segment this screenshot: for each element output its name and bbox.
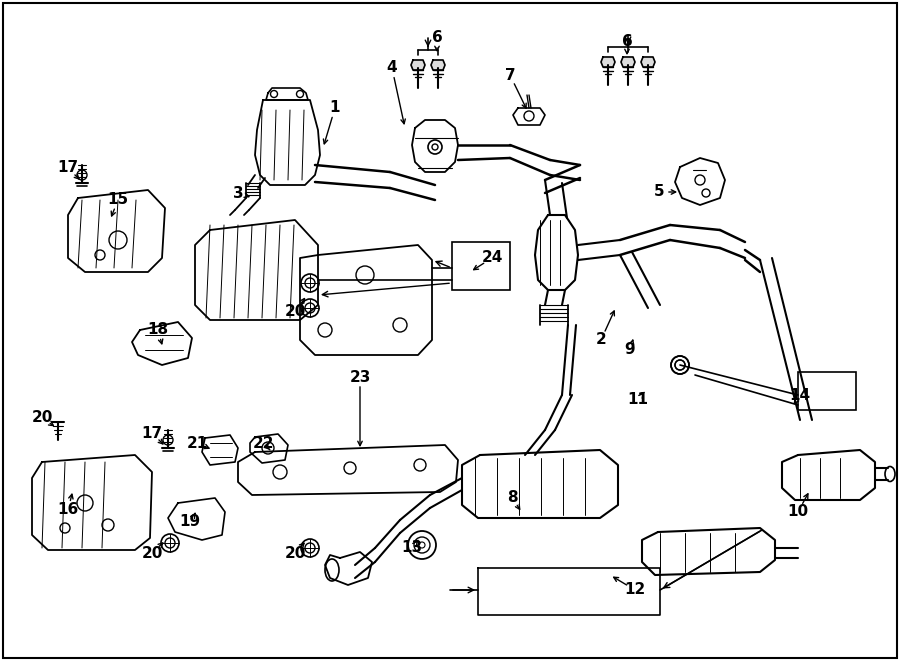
Text: 20: 20 bbox=[32, 410, 53, 426]
Text: 10: 10 bbox=[788, 504, 808, 520]
Text: 7: 7 bbox=[505, 67, 516, 83]
Polygon shape bbox=[641, 57, 655, 67]
Text: 21: 21 bbox=[186, 436, 208, 451]
Text: 15: 15 bbox=[107, 192, 129, 208]
Text: 17: 17 bbox=[141, 426, 163, 440]
Text: 23: 23 bbox=[349, 369, 371, 385]
Text: 12: 12 bbox=[625, 582, 645, 598]
Text: 14: 14 bbox=[789, 387, 811, 403]
Text: 16: 16 bbox=[58, 502, 78, 518]
Bar bbox=[798, 372, 856, 410]
Text: 24: 24 bbox=[482, 251, 503, 266]
Text: 22: 22 bbox=[252, 436, 274, 451]
Polygon shape bbox=[431, 60, 445, 70]
Text: 2: 2 bbox=[596, 332, 607, 348]
Text: 6: 6 bbox=[432, 30, 443, 46]
Text: 1: 1 bbox=[329, 100, 340, 116]
Polygon shape bbox=[411, 60, 425, 70]
Text: 20: 20 bbox=[141, 545, 163, 561]
Text: 6: 6 bbox=[622, 34, 633, 50]
Text: 4: 4 bbox=[387, 61, 397, 75]
Text: 13: 13 bbox=[401, 541, 423, 555]
Bar bbox=[452, 242, 510, 290]
Polygon shape bbox=[601, 57, 615, 67]
Polygon shape bbox=[621, 57, 635, 67]
Text: 19: 19 bbox=[179, 514, 201, 529]
Text: 5: 5 bbox=[653, 184, 664, 200]
Text: 20: 20 bbox=[284, 545, 306, 561]
Text: 3: 3 bbox=[233, 186, 243, 200]
Text: 20: 20 bbox=[284, 305, 306, 319]
Text: 11: 11 bbox=[627, 393, 649, 407]
Text: 9: 9 bbox=[625, 342, 635, 358]
Text: 17: 17 bbox=[58, 161, 78, 176]
Text: 8: 8 bbox=[507, 490, 517, 504]
Text: 18: 18 bbox=[148, 323, 168, 338]
